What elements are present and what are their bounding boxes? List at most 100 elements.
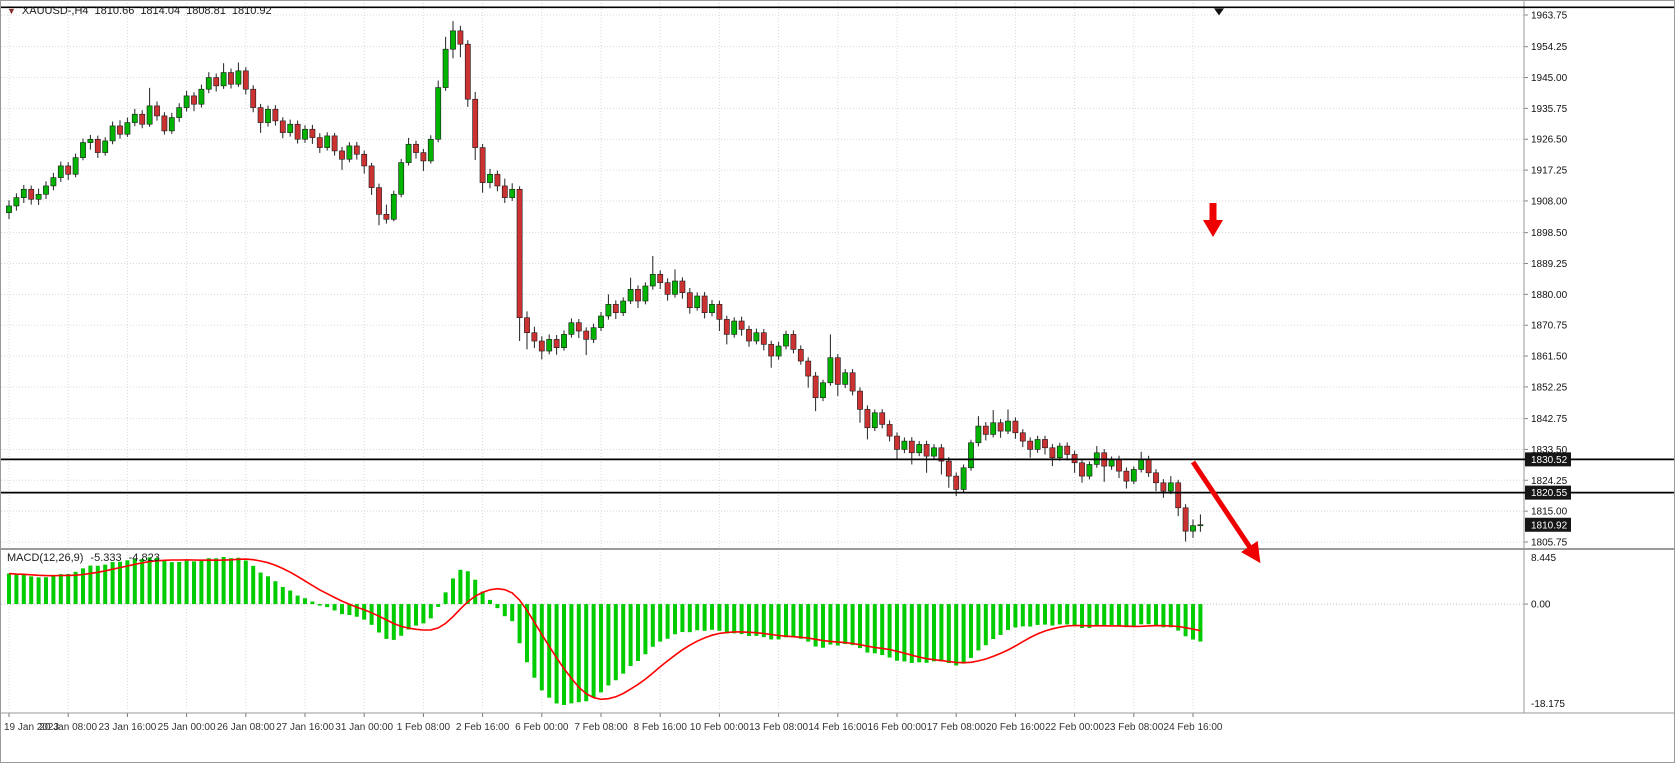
- bear-candle: [1019, 432, 1026, 442]
- bull-candle: [302, 128, 308, 140]
- macd-histogram-bar: [177, 561, 182, 605]
- price-tag: [1525, 485, 1571, 500]
- bear-candle: [413, 143, 419, 153]
- macd-histogram-bar: [140, 558, 145, 605]
- bear-candle: [161, 115, 168, 132]
- macd-histogram-bar: [1043, 604, 1047, 625]
- bull-candle: [783, 334, 789, 347]
- bear-candle: [1160, 482, 1167, 492]
- bull-candle: [220, 72, 227, 87]
- bull-candle: [605, 304, 612, 317]
- bear-candle: [1182, 507, 1189, 532]
- macd-histogram-bar: [724, 604, 729, 634]
- bull-candle: [931, 447, 937, 457]
- macd-histogram-bar: [303, 598, 307, 605]
- bull-candle: [265, 108, 271, 123]
- macd-histogram-bar: [776, 604, 781, 640]
- macd-histogram-bar: [103, 564, 108, 605]
- macd-histogram-bar: [443, 592, 448, 605]
- bear-candle: [28, 188, 35, 200]
- macd-histogram-bar: [939, 604, 944, 662]
- bear-candle: [886, 424, 893, 437]
- macd-histogram-bar: [1176, 604, 1181, 631]
- line-anchor-marker[interactable]: [1214, 8, 1224, 16]
- bear-candle: [228, 72, 234, 85]
- bear-candle: [746, 329, 752, 342]
- bull-candle: [390, 193, 397, 220]
- macd-histogram-bar: [828, 604, 833, 645]
- arrow-down-object[interactable]: [1203, 203, 1223, 237]
- macd-histogram-bar: [214, 558, 219, 605]
- macd-histogram-bar: [932, 604, 936, 662]
- bear-candle: [279, 120, 286, 133]
- macd-histogram-bar: [954, 604, 959, 666]
- bull-candle: [1138, 459, 1145, 470]
- macd-histogram-bar: [325, 604, 330, 608]
- macd-histogram-bar: [525, 604, 529, 663]
- time-scale[interactable]: [1, 713, 1675, 763]
- macd-histogram-bar: [843, 604, 848, 645]
- macd-histogram-bar: [872, 604, 877, 654]
- macd-histogram-bar: [532, 604, 537, 678]
- price-tag: [1525, 517, 1571, 532]
- time-axis-label: 20 Jan 08:00: [39, 722, 97, 733]
- macd-histogram-bar: [998, 604, 1003, 635]
- grid: 1963.75 1954.25 1945.00 1935.75 1926.50 1917.…: [1, 3, 1568, 733]
- trend-arrow-object[interactable]: [1190, 460, 1261, 564]
- bull-candle: [1197, 524, 1204, 527]
- time-axis-label: 13 Feb 08:00: [749, 722, 808, 733]
- macd-histogram-bar: [1161, 604, 1166, 628]
- price-axis-label: 1945.00: [1531, 73, 1568, 84]
- price-axis-label: 1861.50: [1531, 352, 1568, 363]
- macd-histogram-bar: [406, 604, 411, 630]
- macd-histogram-bar: [399, 604, 404, 636]
- bear-candle: [309, 128, 316, 138]
- time-axis-label: 2 Feb 16:00: [456, 722, 510, 733]
- bear-candle: [1027, 440, 1034, 450]
- macd-histogram-bar: [206, 558, 211, 605]
- bear-candle: [1042, 439, 1048, 449]
- macd-histogram-bar: [1139, 604, 1144, 625]
- macd-histogram-bar: [1124, 604, 1129, 628]
- macd-histogram-bar: [1006, 604, 1010, 630]
- macd-pane: 8.445 0.00 -18.175: [1, 553, 1565, 710]
- bull-candle: [960, 467, 967, 490]
- macd-histogram-bar: [184, 560, 189, 605]
- macd-histogram-bar: [436, 604, 441, 607]
- macd-histogram-bar: [1102, 604, 1107, 627]
- macd-histogram-bar: [806, 604, 811, 642]
- macd-histogram-bar: [835, 604, 840, 646]
- macd-histogram-bar: [73, 571, 78, 605]
- macd-histogram-bar: [1117, 604, 1121, 626]
- macd-signal-line: [8, 558, 1201, 701]
- bull-candle: [6, 205, 12, 213]
- macd-histogram-bar: [702, 604, 707, 631]
- macd-histogram-bar: [1013, 604, 1018, 628]
- bear-candle: [864, 409, 871, 429]
- bull-candle: [1108, 459, 1115, 467]
- macd-histogram-bar: [354, 604, 359, 617]
- bear-candle: [531, 332, 538, 342]
- one-click-trading-icon[interactable]: ▼: [7, 5, 16, 16]
- price-axis-label: 1824.25: [1531, 476, 1568, 487]
- bull-candle: [901, 440, 908, 450]
- price-axis-label: 1870.75: [1531, 321, 1568, 332]
- macd-histogram-bar: [1168, 604, 1173, 628]
- bull-candle: [820, 382, 826, 399]
- bull-candle: [72, 157, 79, 175]
- macd-histogram-bar: [1072, 604, 1077, 626]
- bull-candle: [1034, 439, 1041, 450]
- macd-histogram-bar: [132, 558, 137, 605]
- bull-candle: [649, 274, 656, 287]
- bull-candle: [968, 442, 974, 469]
- bear-candle: [272, 108, 279, 122]
- time-axis-label: 24 Feb 16:00: [1164, 722, 1223, 733]
- bull-candle: [1005, 420, 1011, 432]
- macd-histogram-bar: [7, 573, 11, 605]
- bear-candle: [154, 105, 160, 117]
- bull-candle: [102, 140, 109, 153]
- macd-histogram-bar: [377, 604, 381, 633]
- bear-candle: [94, 138, 101, 153]
